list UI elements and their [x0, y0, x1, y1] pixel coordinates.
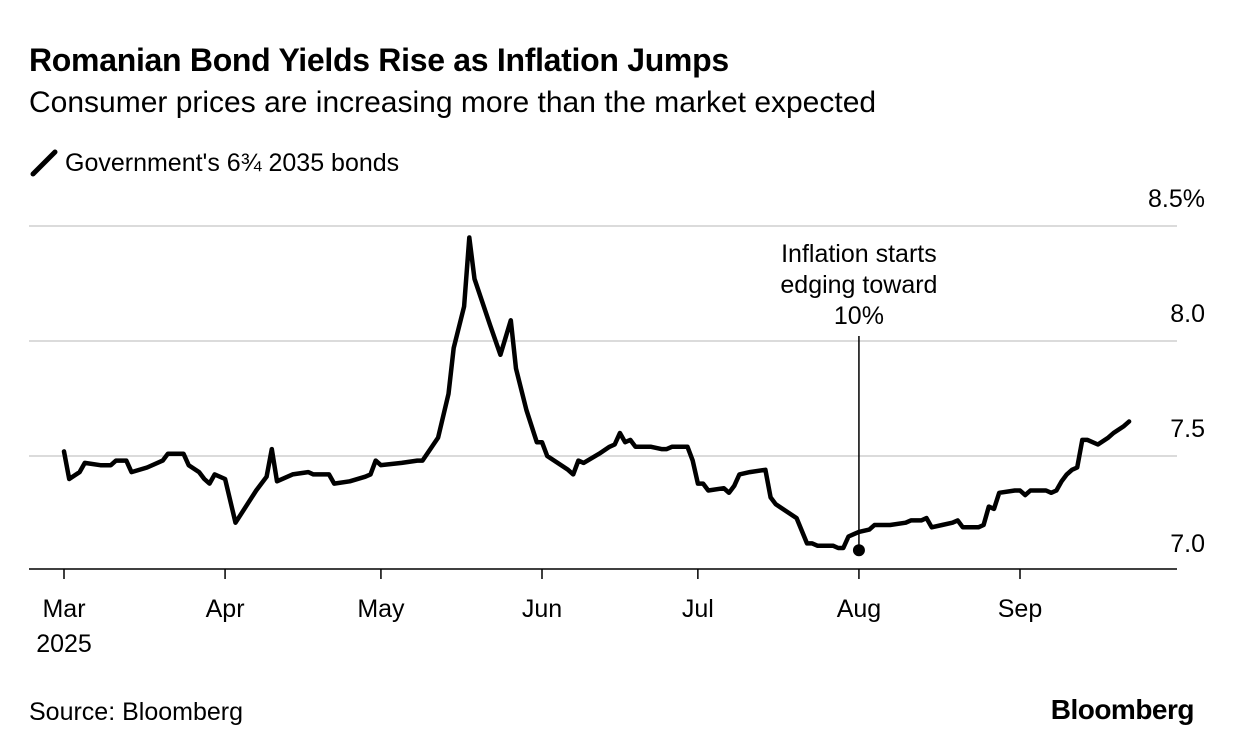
legend-swatch-line-icon: [30, 149, 58, 177]
x-tick-label: Aug: [837, 595, 881, 623]
y-tick-label: 7.5: [1170, 415, 1205, 443]
annotation-text-line: edging toward: [780, 271, 937, 299]
source-note: Source: Bloomberg: [29, 698, 244, 726]
x-tick-label: May: [357, 595, 405, 623]
legend: Government's 6¾ 2035 bonds: [29, 148, 399, 178]
x-tick-label: Apr: [206, 595, 245, 623]
y-tick-label: 8.0: [1170, 300, 1205, 328]
annotation-marker: [852, 544, 865, 557]
annotation-text-line: Inflation starts: [781, 240, 937, 268]
x-axis-ticks: Mar 2025 Apr May Jun Jul Aug Sep: [36, 569, 1042, 658]
chart-subtitle: Consumer prices are increasing more than…: [29, 86, 877, 119]
y-axis-ticks: 7.0 7.5 8.0 8.5%: [1148, 185, 1205, 558]
x-tick-label: Jun: [522, 595, 562, 623]
legend-label: Government's 6¾ 2035 bonds: [65, 148, 400, 177]
x-tick-label: Mar: [42, 595, 85, 623]
y-tick-label: 8.5%: [1148, 185, 1205, 213]
y-tick-label: 7.0: [1170, 530, 1205, 558]
bloomberg-logo: Bloomberg: [1050, 694, 1195, 725]
x-tick-label: Jul: [682, 595, 714, 623]
x-tick-label: Sep: [998, 595, 1042, 623]
x-tick-year-label: 2025: [36, 630, 92, 658]
series-line-bond-yield: [61, 235, 1132, 551]
grid-lines: [29, 225, 1177, 457]
annotation: Inflation starts edging toward 10%: [780, 240, 937, 547]
annotation-text-line: 10%: [834, 302, 884, 330]
chart-title: Romanian Bond Yields Rise as Inflation J…: [29, 42, 729, 78]
